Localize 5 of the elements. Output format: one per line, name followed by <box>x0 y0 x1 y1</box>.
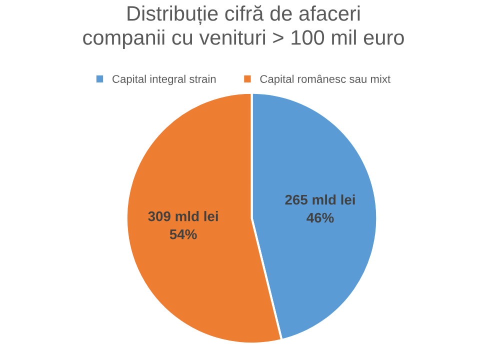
data-label: 265 mld lei 46% <box>285 194 355 223</box>
data-label: 309 mld lei 54% <box>148 211 218 240</box>
legend-label: Capital românesc sau mixt <box>260 74 391 86</box>
chart-title: Distribuție cifră de afaceri companii cu venituri > 100 mil euro <box>83 5 404 49</box>
legend-label: Capital integral strain <box>112 74 216 86</box>
